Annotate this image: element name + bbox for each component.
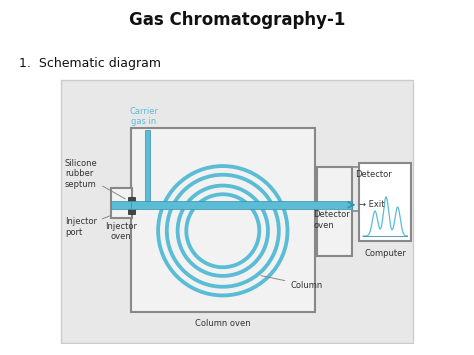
Text: Computer: Computer bbox=[365, 249, 406, 258]
Bar bbox=[130, 201, 352, 209]
Text: Gas Chromatography-1: Gas Chromatography-1 bbox=[129, 11, 345, 29]
Text: Carrier
gas in: Carrier gas in bbox=[129, 107, 158, 126]
Text: Detector
oven: Detector oven bbox=[313, 211, 350, 230]
Bar bbox=[111, 188, 132, 218]
Text: → Exit: → Exit bbox=[359, 200, 385, 209]
Bar bbox=[146, 130, 150, 201]
Text: Detector: Detector bbox=[355, 170, 392, 179]
Bar bbox=[128, 197, 136, 214]
Bar bbox=[317, 167, 352, 256]
FancyBboxPatch shape bbox=[61, 80, 413, 343]
Text: Injector
oven: Injector oven bbox=[105, 222, 137, 241]
Text: Silicone
rubber
septum: Silicone rubber septum bbox=[65, 159, 125, 199]
Text: Injector
port: Injector port bbox=[65, 216, 110, 237]
Bar bbox=[130, 128, 315, 312]
Bar bbox=[111, 201, 136, 209]
Text: Column oven: Column oven bbox=[195, 320, 251, 328]
Bar bbox=[359, 163, 411, 241]
Text: 1.  Schematic diagram: 1. Schematic diagram bbox=[19, 57, 161, 70]
Text: Column: Column bbox=[261, 276, 322, 290]
